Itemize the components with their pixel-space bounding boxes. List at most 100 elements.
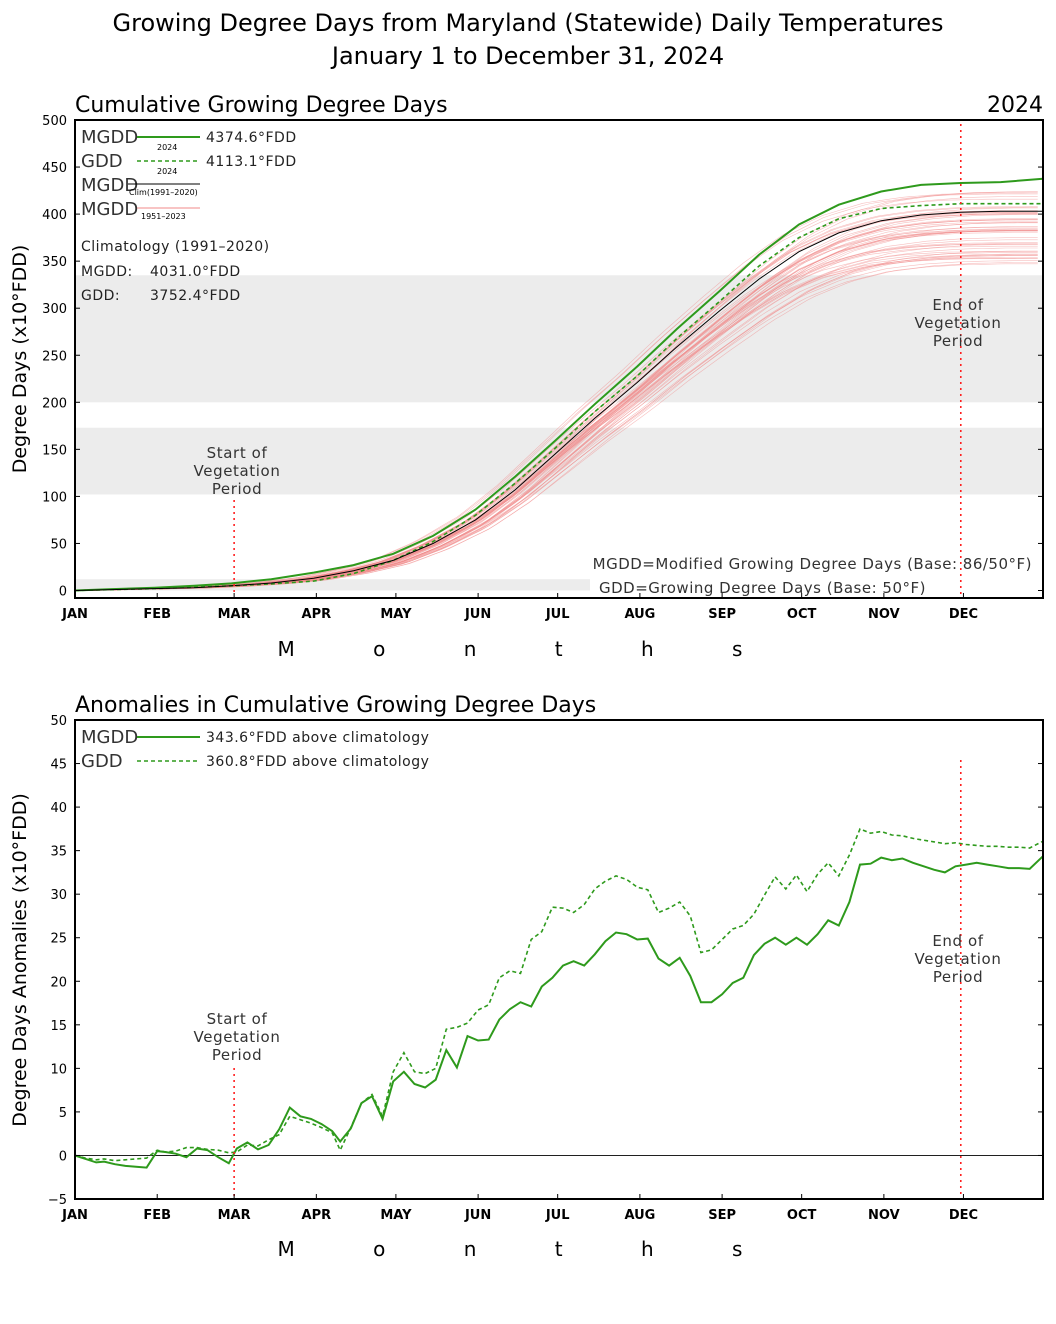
bottom-legend-gdd-label: GDD — [81, 751, 123, 772]
bottom-start-veg-line2: Vegetation — [194, 1028, 281, 1046]
mgdd-definition: MGDD=Modified Growing Degree Days (Base:… — [593, 555, 1032, 573]
mgdd-anomaly-line — [74, 855, 1044, 1169]
month-tick-label: MAR — [218, 1208, 251, 1223]
month-tick-label: SEP — [708, 607, 736, 622]
month-tick-label: APR — [302, 607, 332, 622]
month-tick-label: AUG — [624, 607, 655, 622]
legend-mgdd-sub: 2024 — [157, 143, 177, 152]
y-tick-label: 100 — [42, 490, 67, 505]
legend-hist-label: MGDD — [81, 199, 138, 220]
top-start-veg-line1: Start of — [207, 444, 268, 462]
bottom-end-veg-line1: End of — [932, 932, 983, 950]
bottom-start-veg-line1: Start of — [207, 1010, 268, 1028]
top-plot-frame — [74, 119, 1044, 599]
y-tick-label: 15 — [50, 1019, 67, 1034]
bottom-months-label: M o n t h s — [278, 1237, 779, 1261]
mgdd-2024-line — [74, 177, 1044, 592]
top-start-veg-line2: Vegetation — [194, 462, 281, 480]
y-tick-label: 150 — [42, 443, 67, 458]
shaded-band — [75, 427, 1043, 495]
top-end-veg-line1: End of — [932, 296, 983, 314]
climatology-line — [74, 210, 1044, 591]
bottom-legend-gdd-value: 360.8°FDD above climatology — [206, 754, 429, 770]
top-y-axis: 0 50 100 150 200 250 300 350 400 450 500 — [42, 114, 1043, 600]
legend-clim-label: MGDD — [81, 175, 138, 196]
top-end-veg-line2: Vegetation — [915, 314, 1002, 332]
month-tick-label: SEP — [708, 1208, 736, 1223]
month-tick-label: JUL — [545, 1208, 570, 1223]
top-shaded-bands — [75, 275, 1043, 591]
y-tick-label: 5 — [59, 1106, 67, 1121]
top-x-axis: JAN FEB MAR APR MAY JUN JUL AUG SEP OCT NOV DEC — [61, 593, 978, 622]
month-tick-label: MAY — [380, 607, 412, 622]
y-tick-label: 10 — [50, 1062, 67, 1077]
month-tick-label: DEC — [949, 607, 978, 622]
legend-gdd-label: GDD — [81, 151, 123, 172]
month-tick-label: JAN — [61, 1208, 88, 1223]
top-months-label: M o n t h s — [278, 637, 779, 661]
month-tick-label: AUG — [624, 1208, 655, 1223]
bottom-panel-title: Anomalies in Cumulative Growing Degree D… — [75, 693, 596, 718]
month-tick-label: JUL — [545, 607, 570, 622]
month-tick-label: JUN — [464, 607, 491, 622]
climatology-summary: Climatology (1991–2020) MGDD: 4031.0°FDD… — [81, 239, 270, 304]
historical-trace — [74, 210, 1038, 591]
month-tick-label: FEB — [143, 1208, 171, 1223]
legend-hist-sub: 1951–2023 — [141, 212, 186, 221]
month-tick-label: DEC — [949, 1208, 978, 1223]
bottom-x-axis: JAN FEB MAR APR MAY JUN JUL AUG SEP OCT NOV DEC — [61, 1194, 978, 1223]
legend-clim-sub: Clim(1991–2020) — [129, 188, 198, 197]
top-vegetation-markers — [233, 124, 962, 594]
y-tick-label: 200 — [42, 396, 67, 411]
top-legend: MGDD 2024 4374.6°FDD GDD 2024 4113.1°FDD… — [81, 127, 297, 221]
month-tick-label: JAN — [61, 607, 88, 622]
cumulative-gdd-panel: Cumulative Growing Degree Days 2024 0 50 1… — [9, 93, 1044, 661]
top-series-lines — [74, 177, 1044, 592]
top-y-axis-label: Degree Days (x10°FDD) — [9, 245, 31, 474]
chart-title-line1: Growing Degree Days from Maryland (State… — [113, 9, 944, 37]
month-tick-label: NOV — [868, 1208, 900, 1223]
legend-gdd-sub: 2024 — [157, 167, 177, 176]
y-tick-label: 20 — [50, 975, 67, 990]
y-tick-label: 30 — [50, 888, 67, 903]
legend-mgdd-value: 4374.6°FDD — [206, 130, 297, 146]
month-tick-label: MAY — [380, 1208, 412, 1223]
bottom-end-veg-line3: Period — [933, 968, 983, 986]
y-tick-label: 45 — [50, 758, 67, 773]
gdd-anomaly-line — [74, 827, 1044, 1162]
top-start-veg-line3: Period — [212, 480, 262, 498]
y-tick-label: 450 — [42, 161, 67, 176]
bottom-y-axis: −5 0 5 10 15 20 25 30 35 40 45 50 — [48, 714, 1043, 1208]
gdd-definition: GDD=Growing Degree Days (Base: 50°F) — [599, 579, 926, 597]
month-tick-label: JUN — [464, 1208, 491, 1223]
shaded-band — [75, 275, 1043, 403]
historical-trace — [74, 263, 1038, 591]
bottom-series-lines — [74, 827, 1044, 1169]
bottom-plot-frame — [74, 719, 1044, 1200]
chart-title-line2: January 1 to December 31, 2024 — [330, 42, 724, 70]
legend-mgdd-label: MGDD — [81, 127, 138, 148]
y-tick-label: 50 — [50, 537, 67, 552]
month-tick-label: APR — [302, 1208, 332, 1223]
climatology-mgdd-label: MGDD: — [81, 264, 133, 280]
bottom-end-veg-line2: Vegetation — [915, 950, 1002, 968]
month-tick-label: MAR — [218, 607, 251, 622]
y-tick-label: 250 — [42, 349, 67, 364]
y-tick-label: 50 — [50, 714, 67, 729]
bottom-y-axis-label: Degree Days Anomalies (x10°FDD) — [9, 793, 31, 1127]
month-tick-label: FEB — [143, 607, 171, 622]
top-panel-title: Cumulative Growing Degree Days — [75, 93, 448, 118]
y-tick-label: 40 — [50, 801, 67, 816]
month-tick-label: NOV — [868, 607, 900, 622]
y-tick-label: 350 — [42, 255, 67, 270]
anomalies-panel: Anomalies in Cumulative Growing Degree D… — [9, 693, 1044, 1261]
climatology-gdd-value: 3752.4°FDD — [150, 288, 241, 304]
bottom-vegetation-markers — [233, 760, 962, 1197]
climatology-heading: Climatology (1991–2020) — [81, 239, 270, 255]
bottom-legend-mgdd-label: MGDD — [81, 727, 138, 748]
top-end-veg-line3: Period — [933, 332, 983, 350]
y-tick-label: 0 — [59, 1149, 67, 1164]
month-tick-label: OCT — [787, 1208, 817, 1223]
y-tick-label: −5 — [48, 1193, 67, 1208]
